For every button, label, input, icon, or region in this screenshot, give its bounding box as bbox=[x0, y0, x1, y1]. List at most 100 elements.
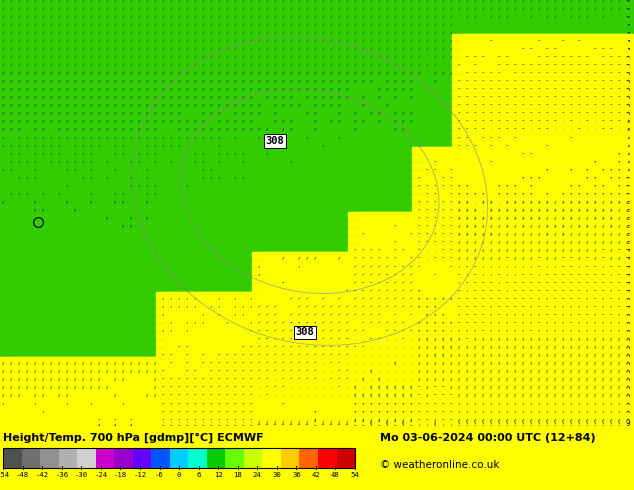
Text: 8: 8 bbox=[562, 346, 566, 355]
Text: 4: 4 bbox=[274, 411, 278, 419]
Text: 1: 1 bbox=[274, 177, 278, 186]
Text: 8: 8 bbox=[514, 338, 519, 347]
Text: 4: 4 bbox=[425, 257, 430, 267]
Text: 3: 3 bbox=[466, 128, 470, 138]
Text: 0: 0 bbox=[410, 0, 414, 8]
Text: 1: 1 bbox=[34, 314, 38, 323]
Text: 9: 9 bbox=[618, 418, 623, 428]
Text: 0: 0 bbox=[298, 40, 302, 49]
Text: 0: 0 bbox=[42, 32, 46, 41]
Text: 3: 3 bbox=[610, 80, 614, 89]
Text: 3: 3 bbox=[442, 225, 446, 234]
Text: 1: 1 bbox=[98, 161, 102, 170]
Text: 8: 8 bbox=[506, 354, 510, 363]
Text: 1: 1 bbox=[281, 306, 287, 315]
Text: 0: 0 bbox=[242, 48, 247, 57]
Text: 9: 9 bbox=[482, 418, 486, 428]
Text: 6: 6 bbox=[553, 241, 559, 250]
Text: 1: 1 bbox=[210, 201, 214, 210]
Text: 0: 0 bbox=[298, 0, 302, 8]
Text: 6: 6 bbox=[514, 257, 519, 267]
Text: 0: 0 bbox=[217, 16, 223, 24]
Text: 5: 5 bbox=[546, 209, 550, 218]
Text: 6: 6 bbox=[618, 209, 623, 218]
Text: 0: 0 bbox=[434, 48, 438, 57]
Text: 1: 1 bbox=[354, 137, 358, 146]
Text: 4: 4 bbox=[498, 161, 502, 170]
Text: 1: 1 bbox=[146, 282, 150, 291]
Text: 0: 0 bbox=[281, 40, 287, 49]
Text: 1: 1 bbox=[346, 282, 351, 291]
Text: 0: 0 bbox=[314, 112, 318, 122]
Text: 1: 1 bbox=[26, 266, 30, 274]
Text: 1: 1 bbox=[49, 394, 55, 403]
Text: 1: 1 bbox=[321, 241, 327, 250]
Text: 0: 0 bbox=[489, 7, 495, 17]
Text: 7: 7 bbox=[593, 266, 598, 274]
Text: 1: 1 bbox=[66, 177, 70, 186]
Text: 4: 4 bbox=[402, 346, 406, 355]
Text: 0: 0 bbox=[194, 32, 198, 41]
Text: 9: 9 bbox=[593, 338, 598, 347]
Text: 2: 2 bbox=[306, 330, 310, 339]
Text: 9: 9 bbox=[602, 402, 606, 412]
Text: 0: 0 bbox=[18, 80, 22, 89]
Text: 0: 0 bbox=[170, 64, 174, 73]
Text: 1: 1 bbox=[194, 290, 198, 299]
Text: 1: 1 bbox=[26, 346, 30, 355]
Text: 9: 9 bbox=[626, 418, 630, 428]
Text: 1: 1 bbox=[66, 233, 70, 242]
Text: 4: 4 bbox=[553, 128, 559, 138]
Text: 0: 0 bbox=[98, 32, 102, 41]
Text: 0: 0 bbox=[578, 7, 582, 17]
Text: 0: 0 bbox=[281, 24, 287, 33]
Text: 6: 6 bbox=[434, 378, 438, 387]
Text: 2: 2 bbox=[394, 282, 398, 291]
Text: 3: 3 bbox=[361, 298, 366, 307]
Text: 1: 1 bbox=[314, 201, 318, 210]
Text: 0: 0 bbox=[234, 104, 238, 113]
Text: 1: 1 bbox=[18, 225, 22, 234]
Text: 0: 0 bbox=[234, 24, 238, 33]
Text: 1: 1 bbox=[370, 121, 374, 129]
Text: 0: 0 bbox=[234, 306, 238, 315]
Text: 5: 5 bbox=[458, 201, 462, 210]
Text: 1: 1 bbox=[162, 193, 166, 202]
Text: 1: 1 bbox=[146, 306, 150, 315]
Text: 3: 3 bbox=[202, 418, 206, 428]
Text: 0: 0 bbox=[257, 0, 262, 8]
Text: 9: 9 bbox=[522, 418, 526, 428]
Text: 9: 9 bbox=[466, 394, 470, 403]
Text: 9: 9 bbox=[593, 354, 598, 363]
Text: 4: 4 bbox=[346, 402, 351, 412]
Text: 0: 0 bbox=[194, 161, 198, 170]
Text: 1: 1 bbox=[306, 225, 310, 234]
Text: 0: 0 bbox=[330, 64, 334, 73]
Text: 1: 1 bbox=[113, 161, 119, 170]
Text: 3: 3 bbox=[186, 418, 190, 428]
Text: 1: 1 bbox=[361, 193, 366, 202]
Text: 7: 7 bbox=[593, 306, 598, 315]
Text: 0: 0 bbox=[450, 48, 455, 57]
Text: 9: 9 bbox=[458, 362, 462, 371]
Text: 0: 0 bbox=[385, 72, 391, 81]
Text: 6: 6 bbox=[506, 233, 510, 242]
Text: 1: 1 bbox=[442, 64, 446, 73]
Text: 0: 0 bbox=[49, 137, 55, 146]
Text: 5: 5 bbox=[578, 193, 582, 202]
Text: 9: 9 bbox=[529, 354, 534, 363]
Text: 1: 1 bbox=[226, 241, 230, 250]
Text: 1: 1 bbox=[442, 128, 446, 138]
Text: 2: 2 bbox=[217, 402, 223, 412]
Text: 5: 5 bbox=[626, 193, 630, 202]
Text: 9: 9 bbox=[529, 394, 534, 403]
Text: 1: 1 bbox=[586, 24, 590, 33]
Text: 2: 2 bbox=[250, 354, 254, 363]
Text: 1: 1 bbox=[130, 282, 134, 291]
Text: 1: 1 bbox=[346, 153, 351, 162]
Text: 1: 1 bbox=[346, 169, 351, 178]
Text: 4: 4 bbox=[257, 418, 262, 428]
Text: 0: 0 bbox=[82, 24, 86, 33]
Text: 0: 0 bbox=[314, 80, 318, 89]
Text: 1: 1 bbox=[153, 249, 158, 258]
